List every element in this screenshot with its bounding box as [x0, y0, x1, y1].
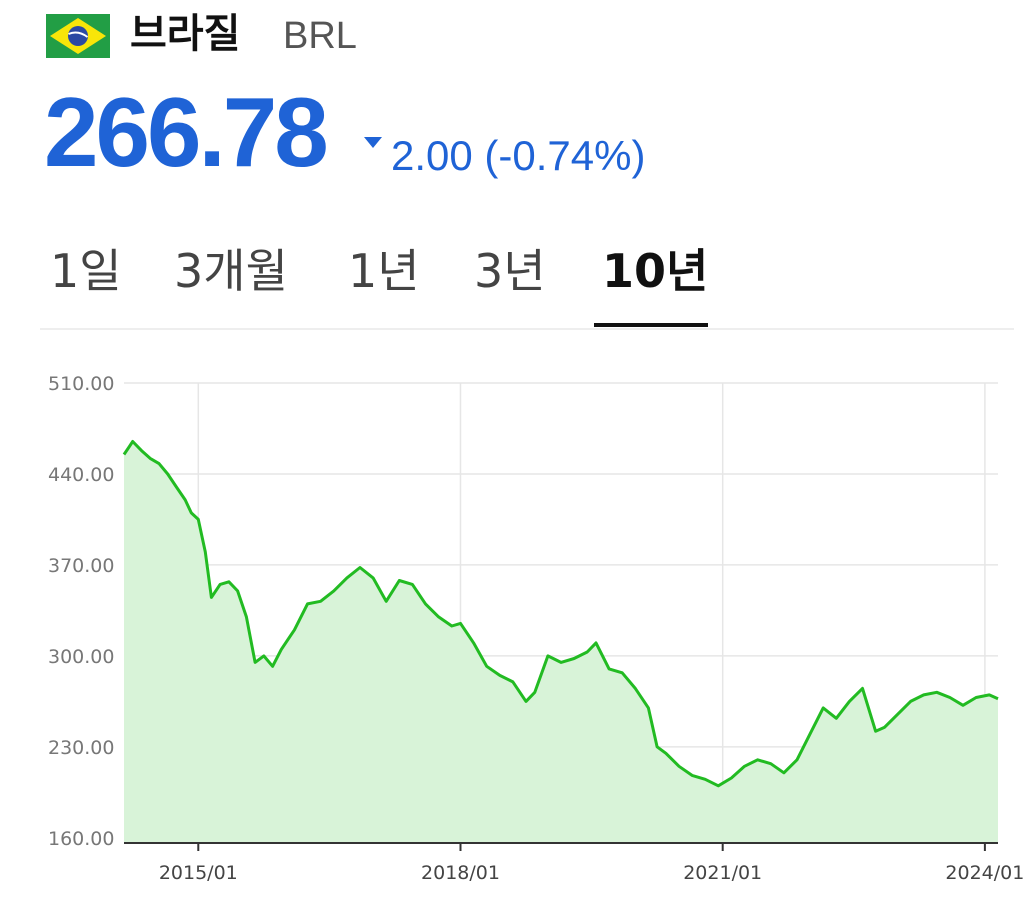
price-chart: 510.00 440.00 370.00 300.00 230.00 160.00 2015…: [0, 340, 1024, 896]
currency-header: 브라질 BRL 266.78 2.00 (-0.74%): [0, 0, 1024, 187]
chart-svg: 510.00 440.00 370.00 300.00 230.00 160.00 2015…: [48, 373, 1024, 884]
tab-3-years[interactable]: 3년: [474, 244, 546, 298]
currency-name: 브라질: [130, 11, 241, 57]
period-tabs: 1일 3개월 1년 3년 10년: [40, 240, 1014, 330]
down-triangle-icon: [364, 137, 382, 148]
y-tick-label: 160.00: [48, 828, 114, 850]
tab-1-year[interactable]: 1년: [348, 244, 420, 298]
active-tab-indicator: [594, 323, 708, 327]
currency-code: BRL: [283, 15, 357, 57]
series-line: [122, 440, 999, 788]
y-tick-label: 510.00: [48, 373, 114, 395]
series-area: [124, 441, 998, 843]
current-price: 266.78: [44, 77, 329, 187]
y-tick-label: 440.00: [48, 464, 114, 486]
tab-3-months[interactable]: 3개월: [174, 244, 288, 298]
x-tick-label: 2021/01: [683, 862, 762, 884]
y-tick-label: 300.00: [48, 646, 114, 668]
y-tick-label: 230.00: [48, 737, 114, 759]
tab-10-years[interactable]: 10년: [602, 244, 709, 298]
tab-1-day[interactable]: 1일: [50, 244, 122, 298]
y-tick-label: 370.00: [48, 555, 114, 577]
x-tick-label: 2015/01: [159, 862, 238, 884]
brazil-flag-icon: [46, 14, 110, 58]
x-tick-label: 2018/01: [421, 862, 500, 884]
price-change: 2.00 (-0.74%): [391, 132, 646, 179]
x-tick-label: 2024/01: [945, 862, 1024, 884]
